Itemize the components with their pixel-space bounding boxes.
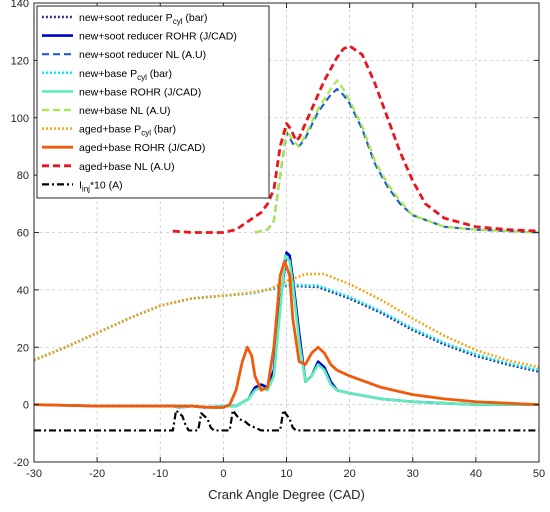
x-tick-label: 50 (533, 468, 545, 480)
y-tick-label: 60 (17, 228, 29, 240)
legend-entry-label: aged+base NL (A.U) (79, 161, 175, 173)
legend-entry-label: new+base Pcyl (bar) (79, 68, 172, 82)
legend-entry-label: new+soot reducer NL (A.U) (79, 49, 206, 61)
series-lines (33, 44, 540, 432)
x-tick-label: 0 (220, 468, 226, 480)
y-tick-label: 40 (17, 285, 29, 297)
legend-entry-label: new+soot reducer Pcyl (bar) (79, 12, 208, 26)
y-tick-label: 140 (11, 0, 29, 10)
legend: new+soot reducer Pcyl (bar) new+soot redu… (36, 5, 270, 199)
x-axis-label: Crank Angle Degree (CAD) (208, 487, 365, 502)
x-tick-label: 20 (344, 468, 356, 480)
series-line-7 (33, 259, 540, 409)
y-tick-label: -20 (13, 457, 29, 469)
series-line-8 (172, 44, 540, 234)
y-tick-label: 100 (11, 113, 29, 125)
y-tick-label: 120 (11, 55, 29, 67)
y-tick-label: 20 (17, 342, 29, 354)
series-line-5 (254, 79, 540, 234)
legend-entry-label: new+soot reducer ROHR (J/CAD) (79, 31, 237, 43)
x-tick-label: -10 (152, 468, 168, 480)
y-tick-label: 80 (17, 170, 29, 182)
series-line-9 (34, 409, 539, 432)
series-line-6 (33, 272, 540, 369)
x-tick-label: -20 (89, 468, 105, 480)
y-tick-label: 0 (23, 400, 29, 412)
legend-box (36, 5, 270, 199)
legend-entry-label: Iinj*10 (A) (79, 179, 123, 193)
axis-ticks: -30 -20 -10 0 10 20 30 40 50-2002040608010012014… (11, 0, 545, 480)
legend-entry-label: new+base ROHR (J/CAD) (79, 86, 201, 98)
legend-entry-label: aged+base ROHR (J/CAD) (79, 142, 205, 154)
x-tick-label: 40 (470, 468, 482, 480)
x-tick-label: 30 (407, 468, 419, 480)
x-tick-label: 10 (280, 468, 292, 480)
x-tick-label: -30 (26, 468, 42, 480)
legend-entry-label: aged+base Pcyl (bar) (79, 124, 176, 138)
legend-entry-label: new+base NL (A.U) (79, 105, 171, 117)
